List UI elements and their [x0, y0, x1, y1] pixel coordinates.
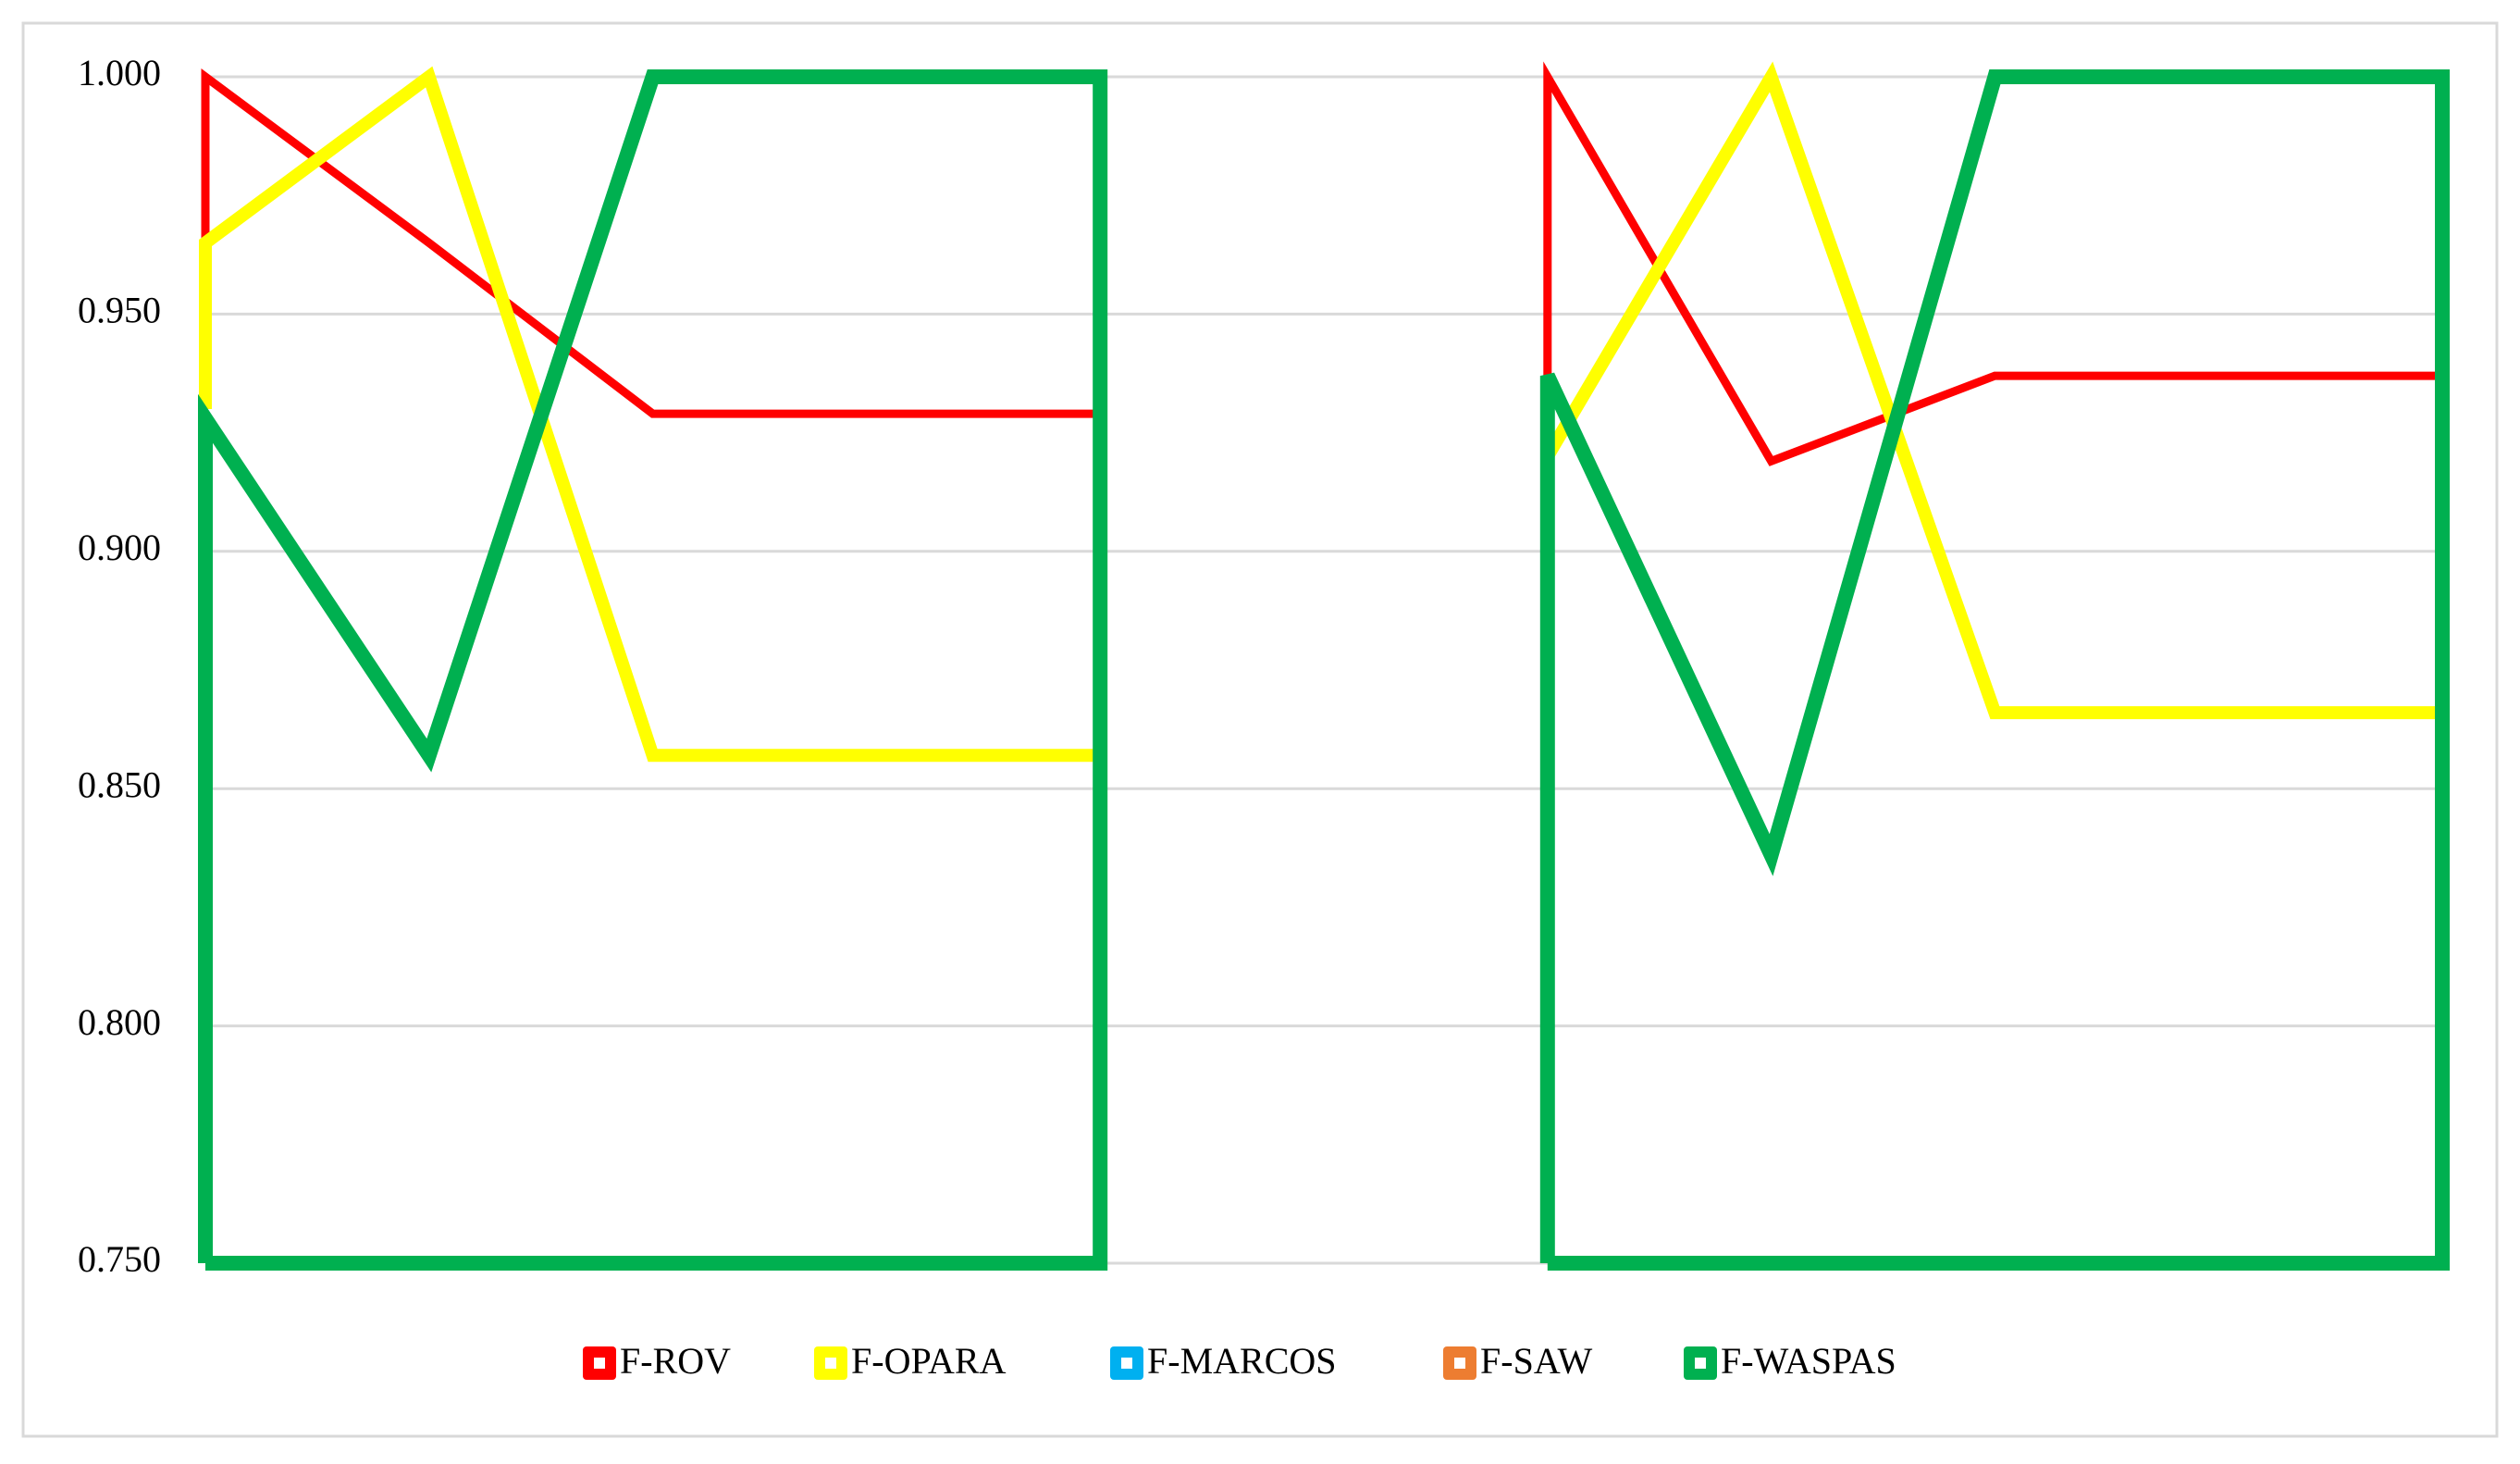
legend-label: F-ROV	[620, 1340, 731, 1382]
legend-swatch-inner	[1121, 1358, 1132, 1369]
series-line	[201, 61, 2442, 466]
y-tick-label: 0.750	[78, 1238, 161, 1280]
legend-label: F-OPARA	[851, 1340, 1007, 1382]
legend-label: F-SAW	[1480, 1340, 1592, 1382]
y-tick-label: 1.000	[78, 52, 161, 93]
series-line	[198, 69, 2450, 1271]
y-tick-label: 0.850	[78, 763, 161, 805]
y-tick-label: 0.800	[78, 1001, 161, 1043]
legend-swatch-inner	[1454, 1358, 1465, 1369]
chart-frame	[21, 21, 2499, 1438]
legend-swatch-inner	[594, 1358, 605, 1369]
legend-label: F-MARCOS	[1147, 1340, 1337, 1382]
legend-swatch-inner	[1695, 1358, 1706, 1369]
y-tick-label: 0.950	[78, 290, 161, 331]
legend-swatch-inner	[825, 1358, 836, 1369]
legend-label: F-WASPAS	[1721, 1340, 1896, 1382]
y-tick-label: 0.900	[78, 527, 161, 568]
